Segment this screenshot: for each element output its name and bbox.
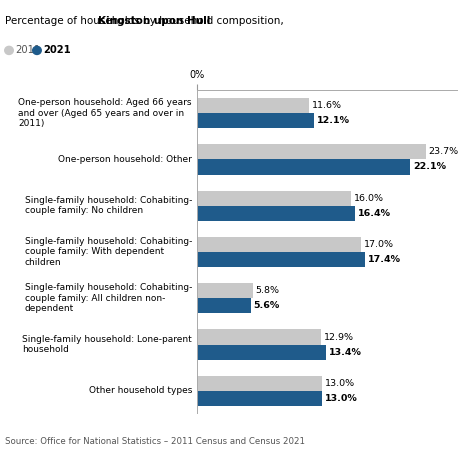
Text: 5.6%: 5.6% xyxy=(254,302,280,310)
Text: One-person household: Aged 66 years
and over (Aged 65 years and over in
2011): One-person household: Aged 66 years and … xyxy=(18,98,192,128)
Bar xyxy=(197,206,355,221)
Bar xyxy=(197,329,321,345)
Text: Single-family household: Lone-parent
household: Single-family household: Lone-parent hou… xyxy=(22,335,192,354)
Bar xyxy=(197,345,326,360)
Bar xyxy=(197,144,426,159)
Text: 2011: 2011 xyxy=(15,45,41,55)
Text: Kingston upon Hull: Kingston upon Hull xyxy=(98,16,210,26)
Text: 13.4%: 13.4% xyxy=(329,348,362,357)
Bar xyxy=(197,98,309,113)
Text: Single-family household: Cohabiting-
couple family: All children non-
dependent: Single-family household: Cohabiting- cou… xyxy=(25,284,192,313)
Text: 13.0%: 13.0% xyxy=(325,394,358,403)
Text: 17.0%: 17.0% xyxy=(364,240,394,249)
Text: 5.8%: 5.8% xyxy=(255,286,280,295)
Bar xyxy=(197,252,365,267)
Bar xyxy=(197,237,361,252)
Text: 13.0%: 13.0% xyxy=(325,379,355,388)
Bar xyxy=(197,113,313,128)
Text: 16.0%: 16.0% xyxy=(354,194,384,202)
Text: Percentage of households by household composition,: Percentage of households by household co… xyxy=(5,16,287,26)
Text: 2021: 2021 xyxy=(43,45,71,55)
Text: Source: Office for National Statistics – 2011 Census and Census 2021: Source: Office for National Statistics –… xyxy=(5,436,305,446)
Text: 12.1%: 12.1% xyxy=(317,116,349,125)
Text: 17.4%: 17.4% xyxy=(368,255,401,264)
Text: 23.7%: 23.7% xyxy=(428,147,458,156)
Text: Single-family household: Cohabiting-
couple family: With dependent
children: Single-family household: Cohabiting- cou… xyxy=(25,237,192,267)
Text: Single-family household: Cohabiting-
couple family: No children: Single-family household: Cohabiting- cou… xyxy=(25,196,192,216)
Text: 12.9%: 12.9% xyxy=(324,333,354,342)
Bar xyxy=(197,159,410,175)
Bar xyxy=(197,391,322,406)
Text: 22.1%: 22.1% xyxy=(413,162,446,171)
Text: Other household types: Other household types xyxy=(89,387,192,396)
Bar xyxy=(197,283,253,298)
Text: One-person household: Other: One-person household: Other xyxy=(58,155,192,164)
Bar xyxy=(197,298,251,313)
Bar xyxy=(197,376,322,391)
Text: 16.4%: 16.4% xyxy=(358,209,391,218)
Text: 11.6%: 11.6% xyxy=(311,101,342,110)
Bar xyxy=(197,191,351,206)
